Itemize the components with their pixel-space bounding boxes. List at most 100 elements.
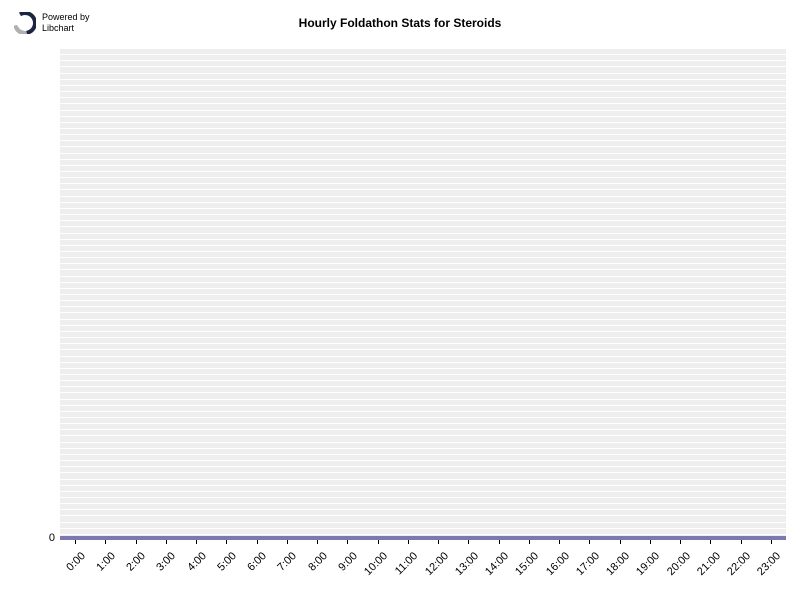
- gridline: [60, 239, 786, 240]
- gridline: [60, 153, 786, 154]
- gridline: [60, 282, 786, 283]
- gridline: [60, 177, 786, 178]
- x-axis-label: 15:00: [513, 550, 541, 578]
- x-axis-label: 2:00: [124, 550, 148, 574]
- gridline: [60, 479, 786, 480]
- gridline: [60, 269, 786, 270]
- gridline: [60, 485, 786, 486]
- x-axis-label: 22:00: [725, 550, 753, 578]
- x-axis-label: 18:00: [604, 550, 632, 578]
- gridline: [60, 392, 786, 393]
- gridline: [60, 356, 786, 357]
- gridline: [60, 220, 786, 221]
- x-tick: [589, 540, 590, 544]
- x-tick: [620, 540, 621, 544]
- gridline: [60, 325, 786, 326]
- x-axis-label: 20:00: [665, 550, 693, 578]
- gridline: [60, 454, 786, 455]
- gridline: [60, 423, 786, 424]
- x-tick: [710, 540, 711, 544]
- x-tick: [105, 540, 106, 544]
- chart-plot-area: [60, 48, 786, 540]
- gridline: [60, 528, 786, 529]
- x-tick: [438, 540, 439, 544]
- x-tick: [287, 540, 288, 544]
- x-axis-label: 6:00: [245, 550, 269, 574]
- gridline: [60, 448, 786, 449]
- gridline: [60, 362, 786, 363]
- gridline: [60, 48, 786, 49]
- gridline: [60, 116, 786, 117]
- x-axis-label: 19:00: [634, 550, 662, 578]
- gridline: [60, 66, 786, 67]
- gridline: [60, 276, 786, 277]
- gridline: [60, 509, 786, 510]
- gridline: [60, 159, 786, 160]
- y-axis-label-0: 0: [40, 532, 55, 544]
- gridline: [60, 312, 786, 313]
- gridline: [60, 349, 786, 350]
- x-tick: [257, 540, 258, 544]
- x-tick: [499, 540, 500, 544]
- gridline: [60, 128, 786, 129]
- gridline: [60, 171, 786, 172]
- gridline: [60, 251, 786, 252]
- x-tick: [196, 540, 197, 544]
- x-tick: [226, 540, 227, 544]
- gridline: [60, 343, 786, 344]
- x-axis-label: 11:00: [393, 550, 420, 577]
- chart-title: Hourly Foldathon Stats for Steroids: [299, 16, 502, 30]
- x-tick: [408, 540, 409, 544]
- gridline: [60, 85, 786, 86]
- gridline: [60, 386, 786, 387]
- x-tick: [559, 540, 560, 544]
- gridline: [60, 399, 786, 400]
- gridline: [60, 497, 786, 498]
- gridline: [60, 54, 786, 55]
- gridline: [60, 146, 786, 147]
- x-tick: [347, 540, 348, 544]
- x-axis-label: 1:00: [94, 550, 118, 574]
- gridline: [60, 226, 786, 227]
- gridline: [60, 405, 786, 406]
- gridline: [60, 300, 786, 301]
- x-axis-label: 3:00: [155, 550, 179, 574]
- gridline: [60, 491, 786, 492]
- gridline: [60, 337, 786, 338]
- x-axis-label: 5:00: [215, 550, 239, 574]
- gridline: [60, 319, 786, 320]
- gridline: [60, 79, 786, 80]
- x-axis-label: 7:00: [276, 550, 300, 574]
- libchart-logo-icon: [14, 12, 36, 34]
- gridline: [60, 110, 786, 111]
- gridline: [60, 134, 786, 135]
- gridline: [60, 466, 786, 467]
- x-axis-label: 12:00: [423, 550, 451, 578]
- x-tick: [166, 540, 167, 544]
- gridline: [60, 534, 786, 535]
- gridline: [60, 522, 786, 523]
- logo-text-line2: Libchart: [42, 23, 90, 34]
- x-tick: [680, 540, 681, 544]
- gridline: [60, 196, 786, 197]
- gridline: [60, 294, 786, 295]
- x-tick: [741, 540, 742, 544]
- x-tick: [650, 540, 651, 544]
- x-axis-label: 21:00: [695, 550, 723, 578]
- gridline: [60, 263, 786, 264]
- gridline: [60, 515, 786, 516]
- gridline: [60, 442, 786, 443]
- gridline: [60, 540, 786, 541]
- gridline: [60, 411, 786, 412]
- x-axis-label: 0:00: [64, 550, 88, 574]
- gridline: [60, 306, 786, 307]
- gridline: [60, 103, 786, 104]
- gridline: [60, 257, 786, 258]
- gridline: [60, 429, 786, 430]
- x-tick: [468, 540, 469, 544]
- logo-container: Powered by Libchart: [14, 12, 90, 34]
- logo-text: Powered by Libchart: [42, 12, 90, 34]
- gridline: [60, 60, 786, 61]
- gridline: [60, 503, 786, 504]
- x-axis-label: 4:00: [185, 550, 209, 574]
